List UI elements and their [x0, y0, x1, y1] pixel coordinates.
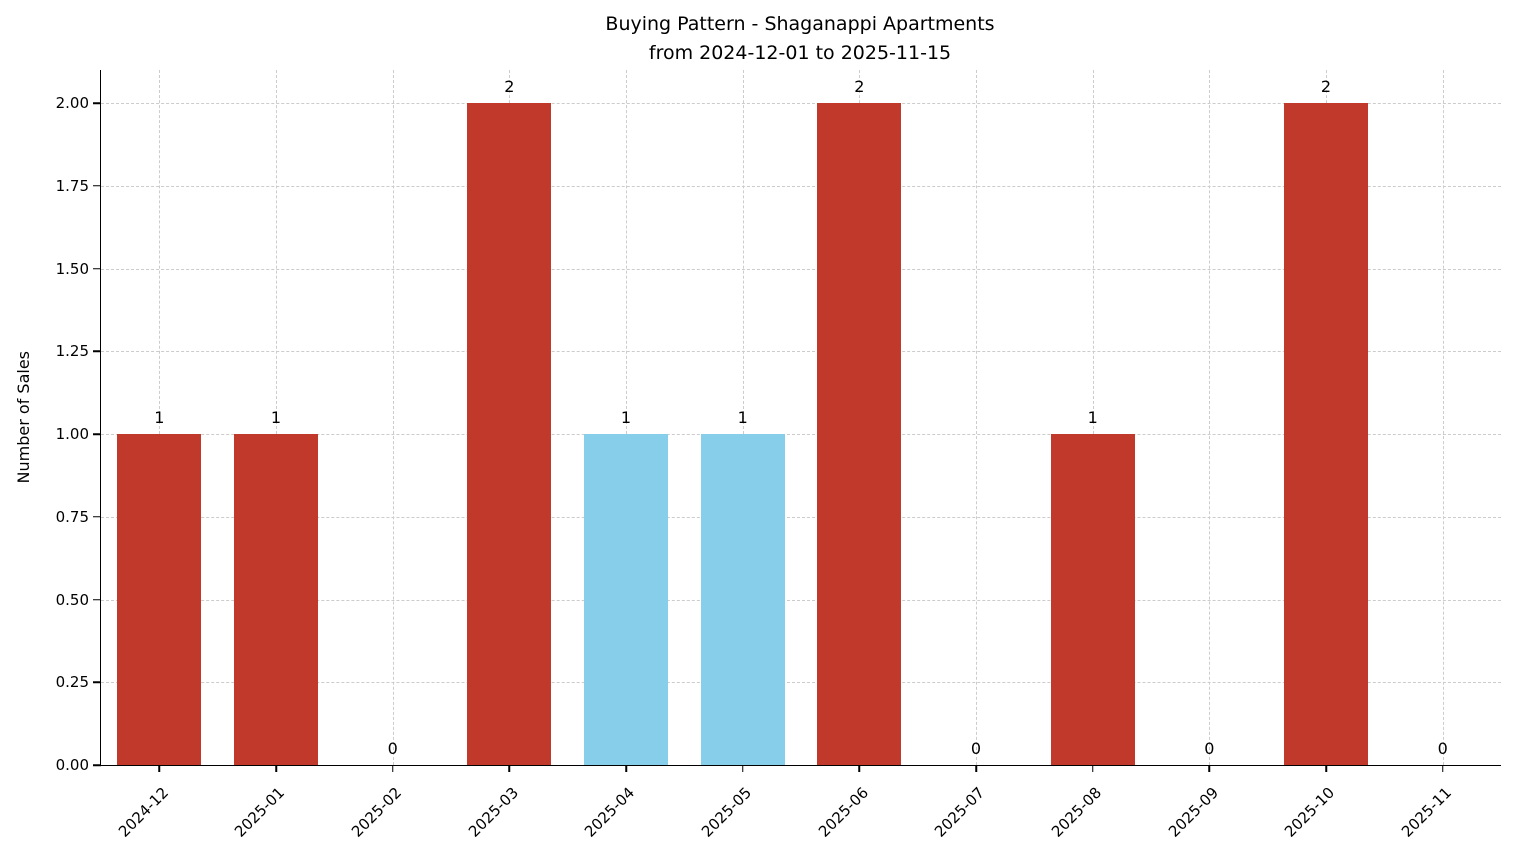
y-tick-label: 0.00 [55, 756, 89, 774]
bar-value-label: 0 [387, 739, 398, 758]
v-gridline [626, 70, 627, 765]
y-tick-label: 0.50 [55, 590, 89, 609]
x-tick-mark [975, 765, 977, 772]
y-tick-mark [93, 102, 101, 104]
y-axis-label-text: Number of Sales [14, 351, 33, 484]
bar [234, 434, 318, 765]
h-gridline [101, 268, 1501, 270]
plot-area: 0.00 0.25 0.50 0.75 1.00 1.25 1.50 1.75 2.00 2024… [56, 70, 1501, 841]
x-tick-mark [625, 765, 627, 772]
bar [584, 434, 668, 765]
x-tick-label: 2025-01 [231, 783, 289, 841]
h-gridline [101, 516, 1501, 518]
x-tick-label: 2024-12 [114, 783, 172, 841]
v-gridline [1092, 70, 1094, 765]
v-gridline [976, 70, 977, 765]
x-tick-label: 2025-09 [1164, 783, 1222, 841]
y-tick-mark [93, 350, 101, 353]
bar [1284, 103, 1368, 765]
bar [467, 103, 552, 765]
y-tick-mark [93, 185, 101, 187]
bar-value-label: 0 [970, 739, 982, 758]
chart-title-line: Buying Pattern - Shaganappi Apartments [605, 13, 995, 35]
y-tick-mark [93, 764, 101, 766]
y-tick-label: 1.50 [55, 259, 89, 278]
h-gridline [101, 434, 1501, 436]
y-tick-label: 1.00 [55, 425, 89, 444]
x-tick-mark [1091, 765, 1094, 772]
x-tick-label: 2025-05 [697, 783, 756, 841]
bar [1050, 434, 1135, 765]
x-tick-mark [1325, 765, 1327, 772]
x-tick-mark [1441, 765, 1444, 772]
x-tick-mark [158, 765, 161, 772]
y-tick-label: 0.75 [55, 507, 89, 526]
y-tick-label: 1.75 [55, 176, 89, 195]
x-tick-label: 2025-10 [1281, 783, 1339, 841]
y-tick-label: 0.25 [55, 673, 89, 692]
chart-title: Buying Pattern - Shaganappi Apartments fr… [100, 10, 1500, 67]
x-tick-mark [391, 765, 394, 772]
x-tick-label: 2025-02 [347, 783, 406, 841]
bar-value-label: 2 [504, 77, 515, 97]
h-gridline [101, 103, 1501, 105]
v-gridline [1209, 70, 1211, 765]
v-gridline [276, 70, 277, 765]
x-tick-mark [741, 765, 744, 772]
y-tick-mark [93, 516, 101, 518]
bar [817, 103, 902, 765]
bar-value-label: 1 [1087, 408, 1098, 428]
bar-value-label: 1 [737, 408, 748, 428]
bar-value-label: 1 [270, 408, 282, 428]
x-tick-mark [1208, 765, 1211, 772]
h-gridline [101, 599, 1501, 601]
h-gridline [101, 682, 1501, 684]
x-tick-mark [508, 765, 511, 772]
x-tick-label: 2025-03 [464, 783, 522, 841]
y-tick-mark [93, 267, 101, 270]
bar-value-label: 2 [854, 77, 865, 97]
bar-value-label: 1 [154, 408, 165, 428]
x-tick-label: 2025-07 [931, 783, 989, 841]
bar [700, 434, 785, 765]
x-tick-label: 2025-06 [814, 783, 872, 841]
h-gridline [101, 185, 1501, 187]
y-tick-label: 2.00 [55, 94, 89, 113]
bar-value-label: 0 [1437, 739, 1448, 758]
bar-value-label: 1 [620, 408, 632, 428]
bar-value-label: 2 [1320, 77, 1332, 97]
y-tick-label: 1.25 [55, 342, 89, 361]
y-tick-mark [93, 681, 101, 683]
v-gridline [742, 70, 744, 765]
v-gridline [392, 70, 394, 765]
bar [117, 434, 202, 765]
x-tick-mark [858, 765, 861, 772]
v-gridline [159, 70, 161, 765]
y-tick-mark [93, 433, 101, 435]
y-axis-label: Number of Sales [14, 70, 33, 765]
x-tick-mark [275, 765, 277, 772]
h-gridline [101, 351, 1501, 353]
v-gridline [1442, 70, 1444, 765]
x-tick-label: 2025-08 [1047, 783, 1106, 841]
y-tick-mark [93, 598, 101, 601]
chart-title-line: from 2024-12-01 to 2025-11-15 [648, 41, 952, 64]
x-tick-label: 2025-04 [581, 783, 639, 841]
bar-value-label: 0 [1204, 739, 1215, 758]
x-tick-label: 2025-11 [1397, 783, 1456, 841]
